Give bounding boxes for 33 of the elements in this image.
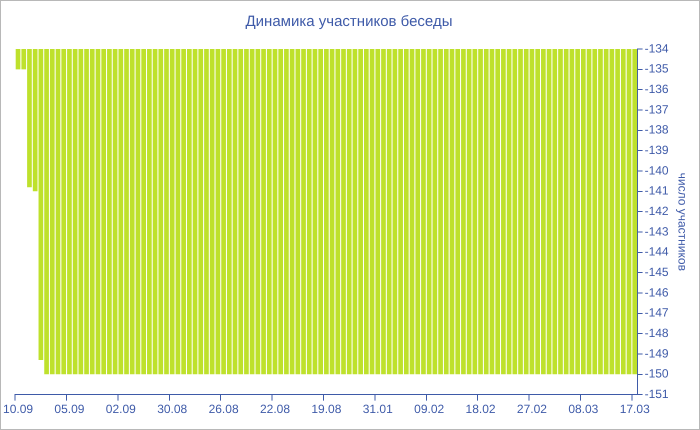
y-tick-label: -148 xyxy=(644,326,669,340)
x-tick-label: 26.08 xyxy=(208,402,239,416)
y-tick-label: -142 xyxy=(644,204,669,218)
x-tick-label: 17.03 xyxy=(620,402,650,416)
y-tick-label: -145 xyxy=(644,264,669,279)
x-tick-label: 27.02 xyxy=(516,402,548,416)
y-tick-label: -146 xyxy=(644,285,669,300)
x-tick-label: 18.02 xyxy=(466,402,496,416)
y-tick-label: -135 xyxy=(644,62,669,76)
y-tick-label: -149 xyxy=(644,346,669,360)
y-tick-label: -138 xyxy=(644,122,669,137)
y-tick-label: -141 xyxy=(644,184,669,198)
chart-title: Динамика участников беседы xyxy=(246,13,452,30)
y-tick-label: -139 xyxy=(644,142,669,157)
x-tick-label: 09.02 xyxy=(414,402,444,416)
x-tick-label: 30.08 xyxy=(157,402,188,416)
x-tick-label: 19.08 xyxy=(311,402,342,416)
y-tick-label: -140 xyxy=(644,163,669,178)
y-tick-label: -134 xyxy=(644,41,669,56)
x-tick-label: 10.09 xyxy=(3,402,34,416)
x-tick-label: 31.01 xyxy=(362,402,394,416)
y-tick-label: -136 xyxy=(644,82,669,96)
x-tick-label: 02.09 xyxy=(106,402,136,416)
x-tick-label: 22.08 xyxy=(260,402,290,416)
y-tick-label: -144 xyxy=(644,244,669,259)
y-tick-label: -143 xyxy=(644,224,669,238)
y-tick-label: -150 xyxy=(644,366,669,381)
x-tick-label: 08.03 xyxy=(568,402,599,416)
y-tick-label: -147 xyxy=(644,306,669,320)
y-tick-label: -151 xyxy=(644,386,669,401)
y-axis-title: число участников xyxy=(675,172,690,271)
x-tick-label: 05.09 xyxy=(54,402,85,416)
y-tick-label: -137 xyxy=(644,102,669,116)
